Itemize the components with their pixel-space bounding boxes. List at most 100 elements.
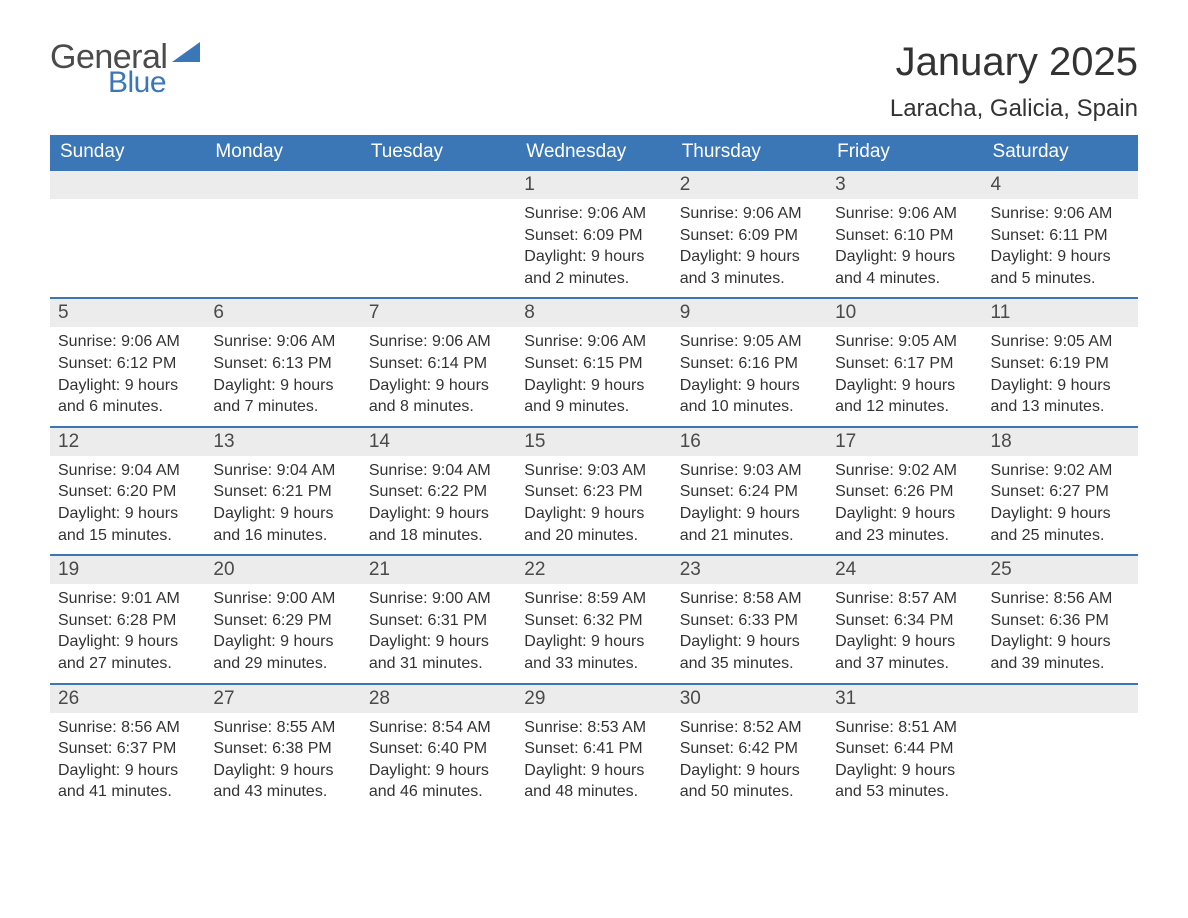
day-details: Sunrise: 9:02 AMSunset: 6:26 PMDaylight:… [827, 456, 982, 554]
day-details: Sunrise: 9:00 AMSunset: 6:31 PMDaylight:… [361, 584, 516, 682]
sunrise-line: Sunrise: 9:00 AM [213, 588, 352, 610]
daylight-line: Daylight: 9 hours and 21 minutes. [680, 503, 819, 546]
sunset-line: Sunset: 6:28 PM [58, 610, 197, 632]
calendar-cell: 30Sunrise: 8:52 AMSunset: 6:42 PMDayligh… [672, 683, 827, 811]
day-details: Sunrise: 9:06 AMSunset: 6:09 PMDaylight:… [516, 199, 671, 297]
day-number [983, 683, 1138, 713]
sunset-line: Sunset: 6:11 PM [991, 225, 1130, 247]
day-number: 21 [361, 554, 516, 584]
sunset-line: Sunset: 6:33 PM [680, 610, 819, 632]
sunset-line: Sunset: 6:31 PM [369, 610, 508, 632]
day-details: Sunrise: 9:06 AMSunset: 6:09 PMDaylight:… [672, 199, 827, 297]
sunrise-line: Sunrise: 8:54 AM [369, 717, 508, 739]
day-details: Sunrise: 9:04 AMSunset: 6:21 PMDaylight:… [205, 456, 360, 554]
day-details: Sunrise: 8:59 AMSunset: 6:32 PMDaylight:… [516, 584, 671, 682]
calendar-cell: 27Sunrise: 8:55 AMSunset: 6:38 PMDayligh… [205, 683, 360, 811]
day-number: 13 [205, 426, 360, 456]
daylight-line: Daylight: 9 hours and 29 minutes. [213, 631, 352, 674]
day-header: Thursday [672, 135, 827, 169]
calendar-cell: 29Sunrise: 8:53 AMSunset: 6:41 PMDayligh… [516, 683, 671, 811]
daylight-line: Daylight: 9 hours and 39 minutes. [991, 631, 1130, 674]
calendar-cell: 6Sunrise: 9:06 AMSunset: 6:13 PMDaylight… [205, 297, 360, 425]
sunrise-line: Sunrise: 8:57 AM [835, 588, 974, 610]
day-details: Sunrise: 9:00 AMSunset: 6:29 PMDaylight:… [205, 584, 360, 682]
calendar-cell: 4Sunrise: 9:06 AMSunset: 6:11 PMDaylight… [983, 169, 1138, 297]
calendar-cell: 11Sunrise: 9:05 AMSunset: 6:19 PMDayligh… [983, 297, 1138, 425]
calendar-cell: 14Sunrise: 9:04 AMSunset: 6:22 PMDayligh… [361, 426, 516, 554]
daylight-line: Daylight: 9 hours and 48 minutes. [524, 760, 663, 803]
day-number: 22 [516, 554, 671, 584]
daylight-line: Daylight: 9 hours and 2 minutes. [524, 246, 663, 289]
sunrise-line: Sunrise: 8:56 AM [991, 588, 1130, 610]
sunrise-line: Sunrise: 9:06 AM [991, 203, 1130, 225]
calendar-cell: 31Sunrise: 8:51 AMSunset: 6:44 PMDayligh… [827, 683, 982, 811]
sunset-line: Sunset: 6:27 PM [991, 481, 1130, 503]
sunrise-line: Sunrise: 9:03 AM [524, 460, 663, 482]
daylight-line: Daylight: 9 hours and 53 minutes. [835, 760, 974, 803]
calendar-cell: 5Sunrise: 9:06 AMSunset: 6:12 PMDaylight… [50, 297, 205, 425]
calendar-cell: 19Sunrise: 9:01 AMSunset: 6:28 PMDayligh… [50, 554, 205, 682]
day-details: Sunrise: 8:58 AMSunset: 6:33 PMDaylight:… [672, 584, 827, 682]
daylight-line: Daylight: 9 hours and 3 minutes. [680, 246, 819, 289]
calendar-cell: 21Sunrise: 9:00 AMSunset: 6:31 PMDayligh… [361, 554, 516, 682]
day-details: Sunrise: 8:54 AMSunset: 6:40 PMDaylight:… [361, 713, 516, 811]
daylight-line: Daylight: 9 hours and 9 minutes. [524, 375, 663, 418]
day-header: Friday [827, 135, 982, 169]
calendar-cell: 2Sunrise: 9:06 AMSunset: 6:09 PMDaylight… [672, 169, 827, 297]
day-header: Saturday [983, 135, 1138, 169]
day-details: Sunrise: 9:06 AMSunset: 6:11 PMDaylight:… [983, 199, 1138, 297]
calendar-cell: 25Sunrise: 8:56 AMSunset: 6:36 PMDayligh… [983, 554, 1138, 682]
daylight-line: Daylight: 9 hours and 31 minutes. [369, 631, 508, 674]
sunset-line: Sunset: 6:10 PM [835, 225, 974, 247]
calendar-cell: 9Sunrise: 9:05 AMSunset: 6:16 PMDaylight… [672, 297, 827, 425]
page-header: General Blue January 2025 Laracha, Galic… [50, 40, 1138, 123]
day-number: 4 [983, 169, 1138, 199]
day-details: Sunrise: 9:06 AMSunset: 6:14 PMDaylight:… [361, 327, 516, 425]
month-title: January 2025 [890, 40, 1138, 85]
day-number: 6 [205, 297, 360, 327]
calendar-cell: 12Sunrise: 9:04 AMSunset: 6:20 PMDayligh… [50, 426, 205, 554]
daylight-line: Daylight: 9 hours and 16 minutes. [213, 503, 352, 546]
daylight-line: Daylight: 9 hours and 27 minutes. [58, 631, 197, 674]
calendar-body: 1Sunrise: 9:06 AMSunset: 6:09 PMDaylight… [50, 169, 1138, 811]
sunset-line: Sunset: 6:12 PM [58, 353, 197, 375]
day-number [361, 169, 516, 199]
day-details: Sunrise: 9:04 AMSunset: 6:22 PMDaylight:… [361, 456, 516, 554]
sunrise-line: Sunrise: 9:00 AM [369, 588, 508, 610]
daylight-line: Daylight: 9 hours and 43 minutes. [213, 760, 352, 803]
sunset-line: Sunset: 6:41 PM [524, 738, 663, 760]
calendar-cell: 17Sunrise: 9:02 AMSunset: 6:26 PMDayligh… [827, 426, 982, 554]
logo: General Blue [50, 40, 202, 98]
sunset-line: Sunset: 6:15 PM [524, 353, 663, 375]
day-number: 16 [672, 426, 827, 456]
sunrise-line: Sunrise: 9:06 AM [369, 331, 508, 353]
daylight-line: Daylight: 9 hours and 7 minutes. [213, 375, 352, 418]
daylight-line: Daylight: 9 hours and 18 minutes. [369, 503, 508, 546]
sunset-line: Sunset: 6:20 PM [58, 481, 197, 503]
day-details: Sunrise: 9:06 AMSunset: 6:10 PMDaylight:… [827, 199, 982, 297]
day-details: Sunrise: 9:04 AMSunset: 6:20 PMDaylight:… [50, 456, 205, 554]
calendar-cell [205, 169, 360, 297]
day-number: 18 [983, 426, 1138, 456]
day-header: Tuesday [361, 135, 516, 169]
day-details: Sunrise: 9:02 AMSunset: 6:27 PMDaylight:… [983, 456, 1138, 554]
day-details: Sunrise: 9:05 AMSunset: 6:19 PMDaylight:… [983, 327, 1138, 425]
calendar-cell: 13Sunrise: 9:04 AMSunset: 6:21 PMDayligh… [205, 426, 360, 554]
calendar-cell: 23Sunrise: 8:58 AMSunset: 6:33 PMDayligh… [672, 554, 827, 682]
day-details: Sunrise: 8:56 AMSunset: 6:37 PMDaylight:… [50, 713, 205, 811]
day-number: 24 [827, 554, 982, 584]
sunset-line: Sunset: 6:24 PM [680, 481, 819, 503]
day-number: 14 [361, 426, 516, 456]
sunset-line: Sunset: 6:09 PM [680, 225, 819, 247]
day-number: 1 [516, 169, 671, 199]
sunrise-line: Sunrise: 9:05 AM [835, 331, 974, 353]
sunrise-line: Sunrise: 9:03 AM [680, 460, 819, 482]
sunrise-line: Sunrise: 8:51 AM [835, 717, 974, 739]
calendar-cell: 3Sunrise: 9:06 AMSunset: 6:10 PMDaylight… [827, 169, 982, 297]
sunrise-line: Sunrise: 9:06 AM [835, 203, 974, 225]
day-details: Sunrise: 9:06 AMSunset: 6:12 PMDaylight:… [50, 327, 205, 425]
calendar-cell: 24Sunrise: 8:57 AMSunset: 6:34 PMDayligh… [827, 554, 982, 682]
day-details: Sunrise: 8:57 AMSunset: 6:34 PMDaylight:… [827, 584, 982, 682]
logo-triangle-icon [172, 40, 202, 68]
calendar-table: SundayMondayTuesdayWednesdayThursdayFrid… [50, 135, 1138, 811]
